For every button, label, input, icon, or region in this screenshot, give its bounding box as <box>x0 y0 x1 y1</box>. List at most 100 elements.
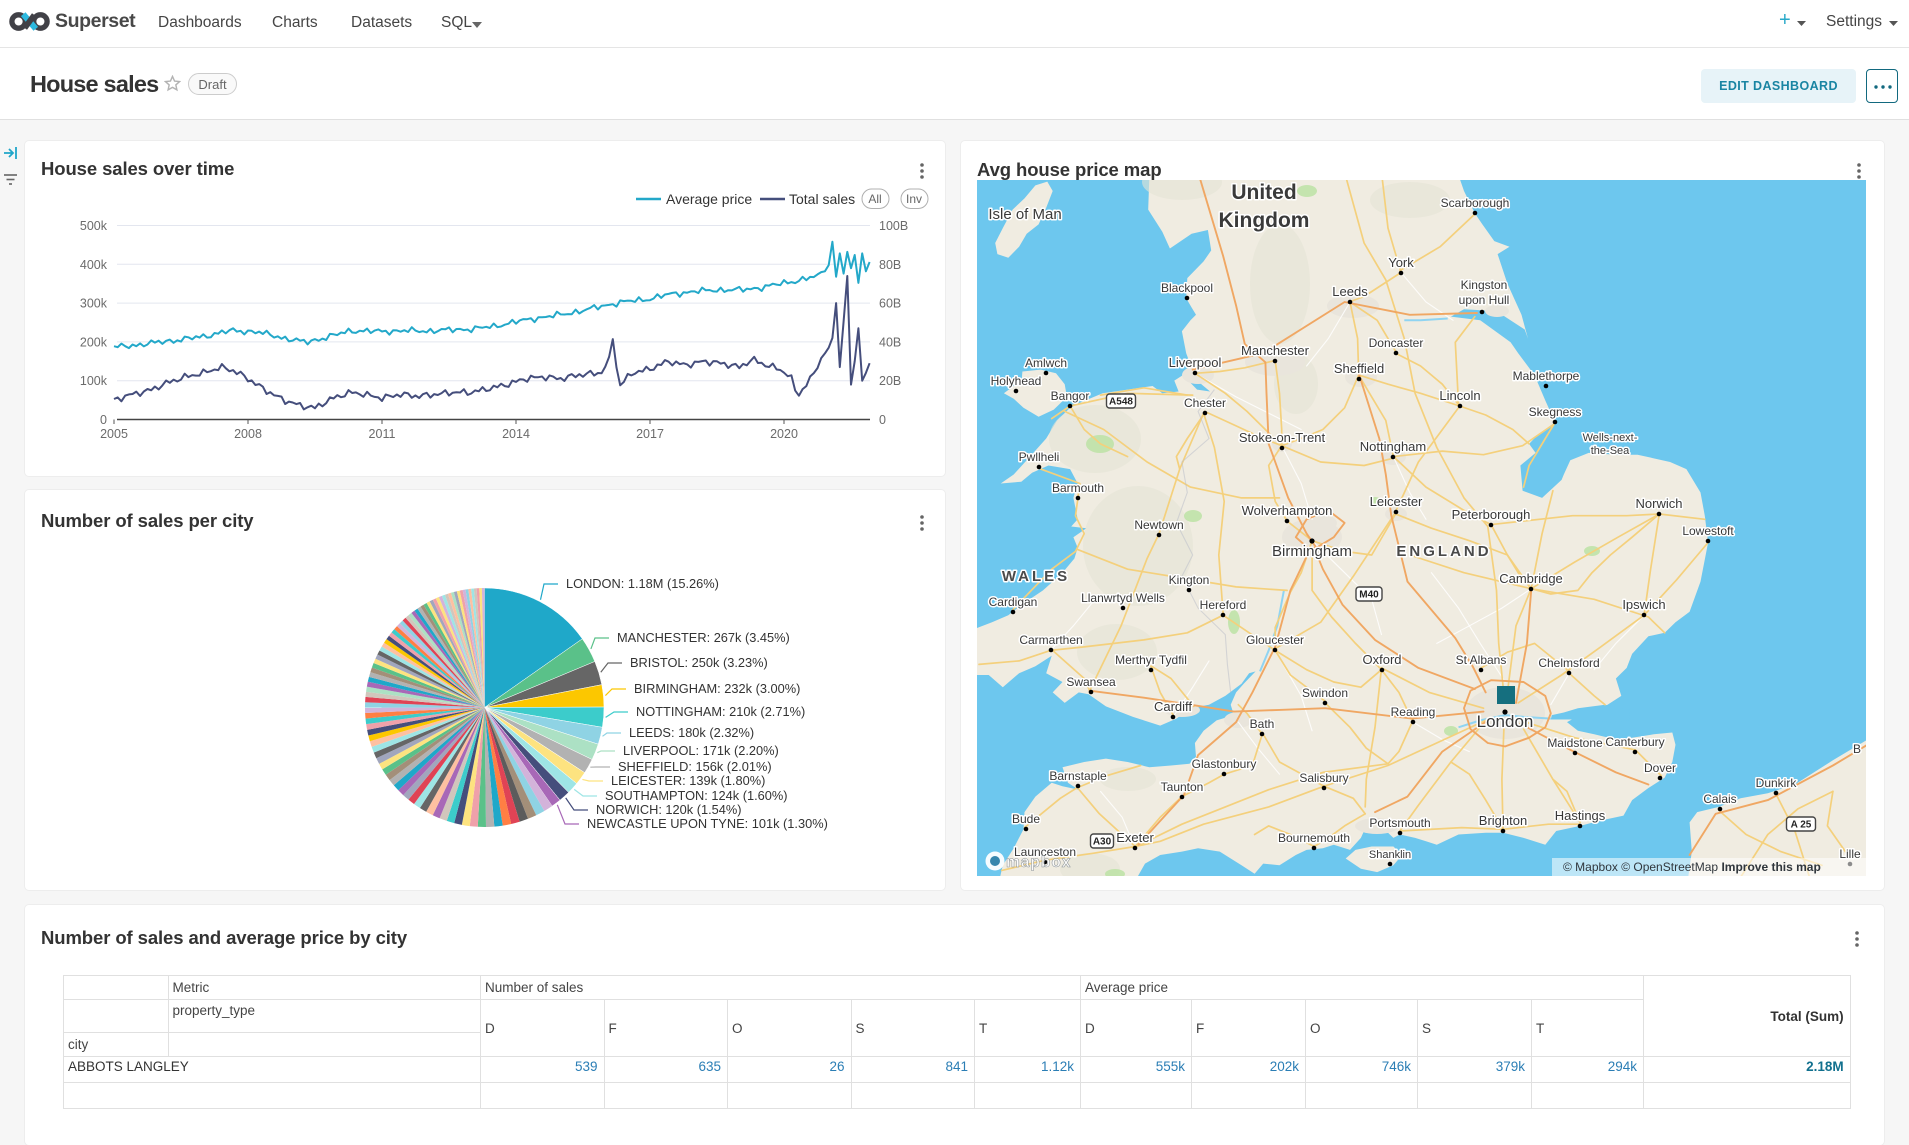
svg-text:mapbox: mapbox <box>1006 854 1071 871</box>
svg-text:400k: 400k <box>80 258 108 272</box>
svg-text:2017: 2017 <box>636 427 664 441</box>
svg-text:Peterborough: Peterborough <box>1452 507 1531 522</box>
svg-text:NORWICH: 120k (1.54%): NORWICH: 120k (1.54%) <box>596 802 742 817</box>
svg-text:40B: 40B <box>879 335 901 349</box>
svg-text:upon Hull: upon Hull <box>1459 293 1510 307</box>
svg-text:Newtown: Newtown <box>1134 518 1183 532</box>
svg-text:Inv: Inv <box>906 192 922 206</box>
svg-text:Lowestoft: Lowestoft <box>1682 524 1734 538</box>
svg-text:Amlwch: Amlwch <box>1025 356 1067 370</box>
svg-text:Birmingham: Birmingham <box>1272 543 1352 560</box>
svg-text:Liverpool: Liverpool <box>1169 355 1222 370</box>
svg-text:Glastonbury: Glastonbury <box>1192 757 1257 771</box>
svg-text:Cambridge: Cambridge <box>1499 571 1563 586</box>
svg-text:WALES: WALES <box>1002 568 1070 585</box>
svg-text:M40: M40 <box>1359 590 1379 601</box>
svg-text:Calais: Calais <box>1703 792 1736 806</box>
svg-text:York: York <box>1388 255 1414 270</box>
svg-text:Merthyr Tydfil: Merthyr Tydfil <box>1115 653 1187 667</box>
svg-text:500k: 500k <box>80 219 108 233</box>
svg-text:Leeds: Leeds <box>1332 284 1368 299</box>
svg-text:Canterbury: Canterbury <box>1605 735 1664 749</box>
svg-text:Chester: Chester <box>1184 396 1226 410</box>
svg-text:Brighton: Brighton <box>1479 813 1527 828</box>
svg-text:Wolverhampton: Wolverhampton <box>1242 503 1333 518</box>
svg-text:LEICESTER: 139k (1.80%): LEICESTER: 139k (1.80%) <box>611 773 765 788</box>
svg-text:Cardigan: Cardigan <box>989 595 1038 609</box>
svg-text:NEWCASTLE UPON TYNE: 101k (1.3: NEWCASTLE UPON TYNE: 101k (1.30%) <box>587 816 828 831</box>
svg-text:2011: 2011 <box>369 427 396 441</box>
svg-text:Scarborough: Scarborough <box>1441 196 1510 210</box>
svg-text:20B: 20B <box>879 374 901 388</box>
svg-text:MANCHESTER: 267k (3.45%): MANCHESTER: 267k (3.45%) <box>617 630 790 645</box>
svg-text:A 25: A 25 <box>1791 820 1812 831</box>
svg-text:Bangor: Bangor <box>1051 389 1090 403</box>
svg-text:Kingston: Kingston <box>1461 278 1508 292</box>
svg-text:Doncaster: Doncaster <box>1369 336 1424 350</box>
svg-text:Barmouth: Barmouth <box>1052 481 1104 495</box>
svg-text:2020: 2020 <box>770 427 798 441</box>
svg-text:All: All <box>868 192 881 206</box>
svg-text:St Albans: St Albans <box>1456 653 1507 667</box>
svg-text:SHEFFIELD: 156k (2.01%): SHEFFIELD: 156k (2.01%) <box>618 759 772 774</box>
svg-text:Oxford: Oxford <box>1362 652 1401 667</box>
svg-text:the-Sea: the-Sea <box>1591 445 1630 457</box>
svg-text:60B: 60B <box>879 297 901 311</box>
svg-text:United: United <box>1231 181 1296 204</box>
svg-text:B: B <box>1853 742 1861 756</box>
svg-text:Holyhead: Holyhead <box>991 374 1042 388</box>
svg-text:Reading: Reading <box>1391 705 1436 719</box>
svg-text:Blackpool: Blackpool <box>1161 281 1213 295</box>
svg-text:Ipswich: Ipswich <box>1622 597 1665 612</box>
svg-text:Salisbury: Salisbury <box>1299 771 1348 785</box>
svg-text:2008: 2008 <box>234 427 262 441</box>
svg-text:© Mapbox © OpenStreetMap Impro: © Mapbox © OpenStreetMap Improve this ma… <box>1563 860 1821 874</box>
svg-text:2005: 2005 <box>100 427 128 441</box>
svg-text:Wells-next-: Wells-next- <box>1583 432 1638 444</box>
svg-text:Kingdom: Kingdom <box>1219 209 1310 232</box>
svg-text:Launceston: Launceston <box>1014 845 1076 859</box>
svg-text:Pwllheli: Pwllheli <box>1019 450 1060 464</box>
svg-text:Taunton: Taunton <box>1161 780 1204 794</box>
svg-text:Shanklin: Shanklin <box>1369 849 1411 861</box>
svg-text:0: 0 <box>100 413 107 427</box>
svg-text:Barnstaple: Barnstaple <box>1049 769 1107 783</box>
svg-text:Mablethorpe: Mablethorpe <box>1513 369 1580 383</box>
svg-text:Norwich: Norwich <box>1636 496 1683 511</box>
svg-text:Bournemouth: Bournemouth <box>1278 831 1350 845</box>
svg-text:A548: A548 <box>1109 397 1133 408</box>
svg-text:London: London <box>1477 712 1534 731</box>
svg-text:100k: 100k <box>80 374 108 388</box>
svg-text:Nottingham: Nottingham <box>1360 439 1426 454</box>
svg-text:LIVERPOOL: 171k (2.20%): LIVERPOOL: 171k (2.20%) <box>623 743 779 758</box>
svg-text:Exeter: Exeter <box>1116 830 1154 845</box>
svg-text:Dunkirk: Dunkirk <box>1756 776 1798 790</box>
svg-text:Swindon: Swindon <box>1302 686 1348 700</box>
svg-text:BRISTOL: 250k (3.23%): BRISTOL: 250k (3.23%) <box>630 655 768 670</box>
svg-text:Stoke-on-Trent: Stoke-on-Trent <box>1239 430 1326 445</box>
svg-text:Hastings: Hastings <box>1555 808 1606 823</box>
svg-text:Cardiff: Cardiff <box>1154 699 1192 714</box>
svg-text:A30: A30 <box>1093 837 1112 848</box>
svg-text:Llanwrtyd Wells: Llanwrtyd Wells <box>1081 591 1165 605</box>
svg-text:Swansea: Swansea <box>1066 675 1116 689</box>
svg-text:Gloucester: Gloucester <box>1246 633 1304 647</box>
svg-text:100B: 100B <box>879 219 908 233</box>
svg-text:Bath: Bath <box>1250 717 1275 731</box>
svg-text:Carmarthen: Carmarthen <box>1019 633 1082 647</box>
svg-text:0: 0 <box>879 413 886 427</box>
svg-text:Hereford: Hereford <box>1200 598 1247 612</box>
svg-text:LEEDS: 180k (2.32%): LEEDS: 180k (2.32%) <box>629 725 754 740</box>
svg-text:Dover: Dover <box>1644 761 1676 775</box>
svg-text:Kington: Kington <box>1169 573 1210 587</box>
svg-text:300k: 300k <box>80 297 108 311</box>
svg-text:Sheffield: Sheffield <box>1334 361 1384 376</box>
svg-text:SOUTHAMPTON: 124k (1.60%): SOUTHAMPTON: 124k (1.60%) <box>605 788 788 803</box>
svg-text:Bude: Bude <box>1012 812 1040 826</box>
svg-text:ENGLAND: ENGLAND <box>1396 543 1491 560</box>
svg-text:Skegness: Skegness <box>1529 405 1582 419</box>
svg-text:LONDON: 1.18M (15.26%): LONDON: 1.18M (15.26%) <box>566 576 719 591</box>
svg-text:Portsmouth: Portsmouth <box>1369 816 1430 830</box>
svg-text:80B: 80B <box>879 258 901 272</box>
svg-text:Manchester: Manchester <box>1241 343 1310 358</box>
